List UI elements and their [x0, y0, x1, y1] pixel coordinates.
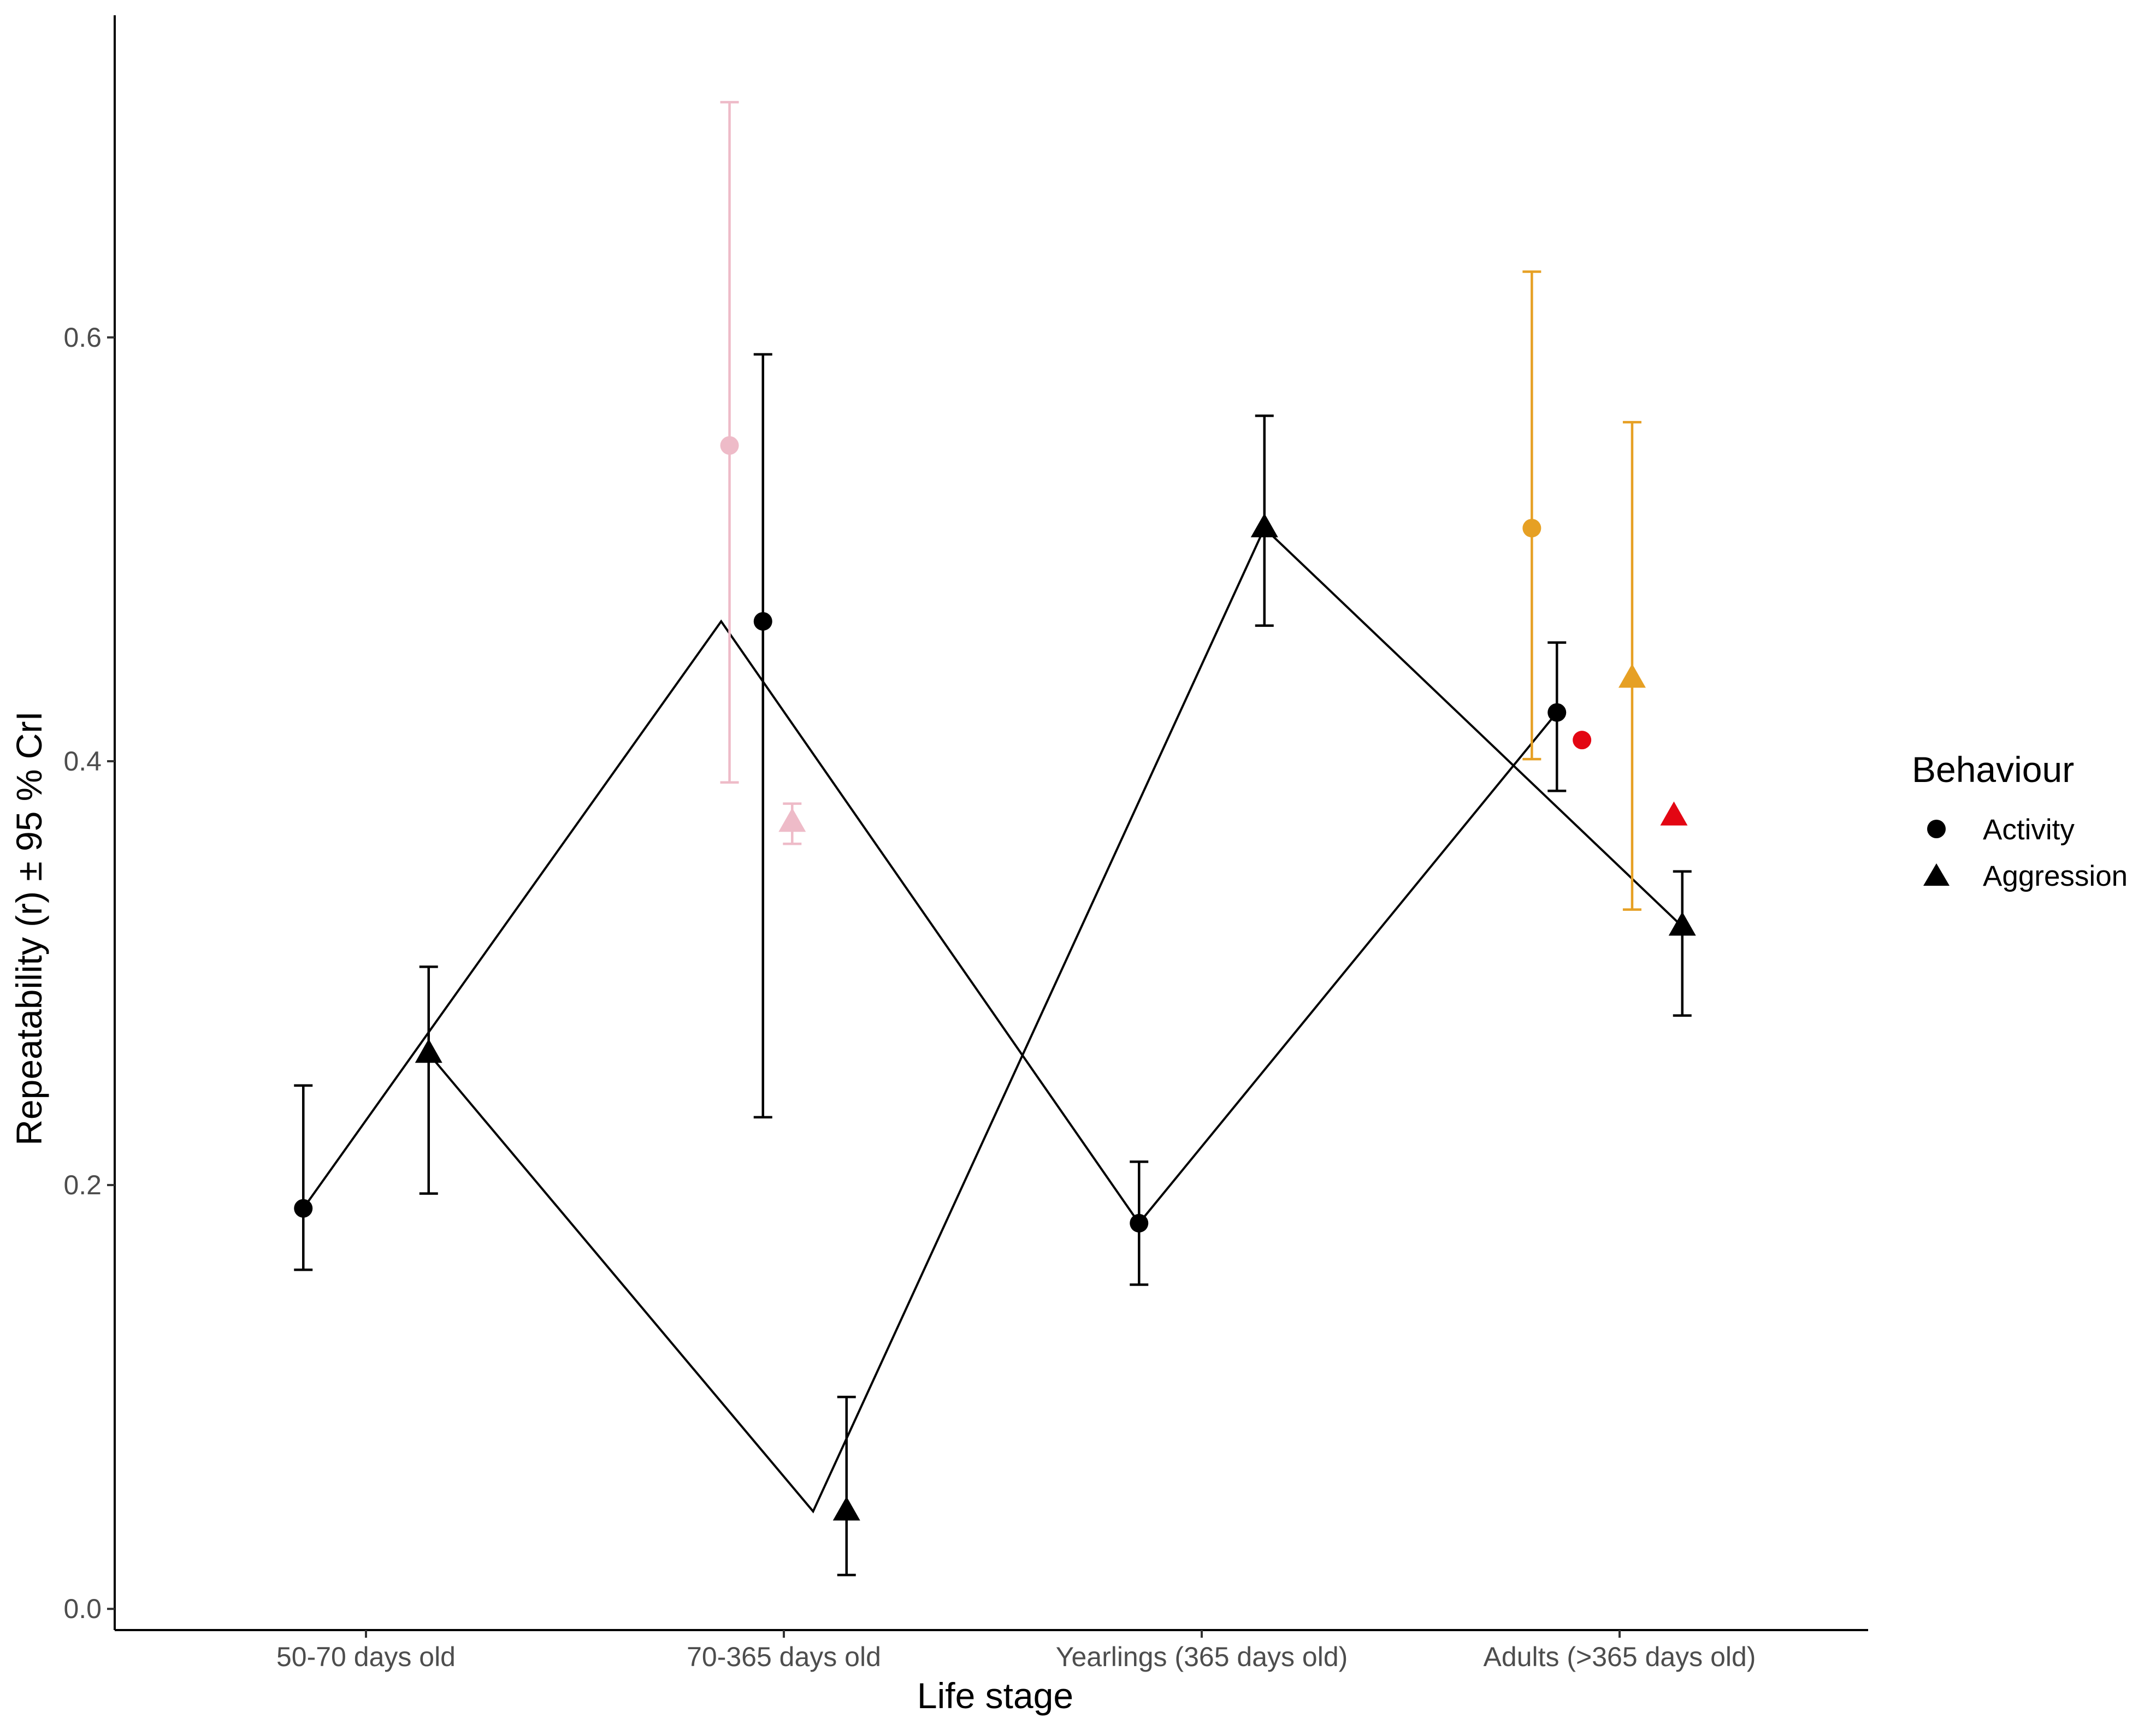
y-tick-label: 0.2: [63, 1170, 102, 1200]
y-tick-label: 0.0: [63, 1593, 102, 1624]
point-activity: [294, 1199, 313, 1218]
legend-title: Behaviour: [1912, 749, 2074, 790]
x-tick-label: Yearlings (365 days old): [1056, 1642, 1348, 1672]
data-points: [294, 436, 1696, 1521]
point-activity: [1522, 519, 1541, 538]
series-line-aggression: [428, 526, 1684, 1514]
legend: Behaviour Activity Aggression: [1912, 749, 2128, 892]
x-tick-label: 70-365 days old: [687, 1642, 881, 1672]
legend-key-aggression-icon: [1923, 863, 1950, 886]
series-lines: [302, 526, 1684, 1514]
point-activity: [1547, 703, 1567, 722]
point-activity: [1573, 731, 1592, 750]
x-axis-title: Life stage: [917, 1675, 1073, 1716]
x-tick-label: Adults (>365 days old): [1484, 1642, 1756, 1672]
y-axis-title: Repeatability (r) ± 95 % CrI: [9, 711, 49, 1145]
point-activity: [720, 436, 739, 455]
point-activity: [753, 612, 772, 631]
error-bars: [294, 100, 1692, 1577]
point-aggression: [1660, 801, 1688, 826]
axes: 0.0 0.2 0.4 0.6 50-70 days old 70-365 days ol…: [63, 15, 1868, 1672]
point-aggression: [415, 1039, 442, 1063]
point-aggression: [778, 808, 806, 832]
point-aggression: [1618, 663, 1646, 688]
point-aggression: [832, 1496, 860, 1521]
x-tick-label: 50-70 days old: [276, 1642, 456, 1672]
point-aggression: [1250, 513, 1278, 537]
legend-label-aggression: Aggression: [1983, 860, 2128, 892]
series-line-activity: [302, 619, 1558, 1225]
legend-label-activity: Activity: [1983, 814, 2075, 846]
y-tick-label: 0.6: [63, 322, 102, 353]
legend-key-activity-icon: [1927, 820, 1946, 838]
point-aggression: [1668, 911, 1696, 936]
point-activity: [1130, 1213, 1149, 1233]
y-tick-label: 0.4: [63, 746, 102, 777]
